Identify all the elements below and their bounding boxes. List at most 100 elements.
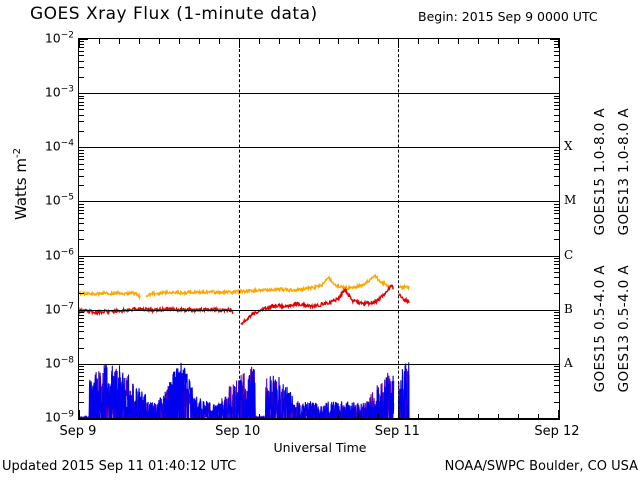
y-tick-label: 10−6 bbox=[44, 246, 74, 263]
y-axis-tick bbox=[550, 201, 559, 203]
y-axis-tick bbox=[554, 369, 559, 371]
y-axis-tick bbox=[79, 347, 84, 349]
trace-goes15-short bbox=[79, 362, 395, 418]
y-axis-tick bbox=[554, 263, 559, 265]
y-axis-tick bbox=[79, 267, 84, 269]
x-axis-tick bbox=[538, 39, 540, 44]
y-axis-tick bbox=[79, 201, 88, 203]
x-axis-tick bbox=[118, 414, 120, 419]
y-axis-tick bbox=[79, 321, 84, 323]
y-axis-tick bbox=[550, 39, 559, 40]
y-axis-tick bbox=[554, 372, 559, 374]
page-title: GOES Xray Flux (1-minute data) bbox=[30, 4, 318, 24]
y-axis-tick bbox=[79, 314, 84, 316]
trace-goes15-long bbox=[398, 293, 410, 305]
y-axis-tick bbox=[79, 109, 84, 111]
y-axis-tick bbox=[79, 98, 84, 100]
y-axis-tick bbox=[554, 277, 559, 279]
y-axis-tick bbox=[554, 312, 559, 314]
x-axis-tick bbox=[298, 39, 300, 44]
y-axis-tick bbox=[554, 203, 559, 205]
x-axis-tick bbox=[98, 39, 100, 44]
y-axis-tick-labels: 10−2 10−3 10−4 10−5 10−6 10−7 10−8 10−9 bbox=[0, 30, 74, 424]
y-axis-tick bbox=[79, 213, 84, 215]
y-axis-tick bbox=[79, 155, 84, 157]
x-axis-tick bbox=[79, 410, 80, 419]
y-axis-tick bbox=[79, 114, 84, 116]
y-axis-tick bbox=[79, 175, 84, 177]
horizontal-gridline bbox=[79, 255, 559, 257]
legend-goes15-short: GOES15 0.5-4.0 A bbox=[592, 265, 608, 393]
y-axis-tick bbox=[554, 347, 559, 349]
y-axis-tick bbox=[79, 93, 88, 95]
x-axis-tick bbox=[378, 414, 380, 419]
flare-class-labels: X M C B A bbox=[564, 38, 580, 420]
y-axis-tick bbox=[554, 338, 559, 340]
y-axis-tick bbox=[79, 263, 84, 265]
legend-goes13-long: GOES13 1.0-8.0 A bbox=[616, 108, 632, 236]
y-axis-tick bbox=[554, 314, 559, 316]
flare-class-B: B bbox=[564, 301, 573, 316]
y-axis-tick bbox=[79, 149, 84, 151]
y-tick-label: 10−8 bbox=[44, 355, 74, 371]
y-axis-tick bbox=[79, 258, 84, 260]
y-axis-tick bbox=[550, 363, 559, 365]
x-axis-tick bbox=[498, 414, 500, 419]
y-axis-tick bbox=[79, 41, 84, 43]
flare-class-M: M bbox=[564, 193, 577, 208]
y-axis-tick bbox=[79, 67, 84, 69]
x-axis-tick bbox=[178, 39, 180, 44]
plot-area bbox=[78, 38, 560, 420]
x-axis-tick bbox=[338, 39, 340, 44]
y-axis-tick bbox=[554, 185, 559, 187]
y-axis-tick bbox=[79, 312, 84, 314]
y-axis-tick bbox=[554, 159, 559, 161]
y-axis-tick bbox=[79, 283, 84, 285]
x-axis-tick bbox=[458, 39, 460, 44]
y-axis-tick bbox=[554, 401, 559, 403]
y-axis-tick bbox=[554, 267, 559, 269]
y-axis-tick bbox=[554, 293, 559, 295]
x-tick-label: Sep 9 bbox=[59, 424, 97, 439]
y-axis-tick bbox=[554, 60, 559, 62]
flare-class-A: A bbox=[564, 355, 573, 370]
x-axis-tick bbox=[558, 410, 559, 419]
x-axis-tick bbox=[79, 39, 80, 48]
y-axis-tick bbox=[554, 321, 559, 323]
trace-goes13-long bbox=[79, 289, 141, 301]
y-axis-tick bbox=[554, 51, 559, 52]
y-axis-tick bbox=[554, 260, 559, 262]
x-axis-tick bbox=[358, 39, 360, 44]
x-axis-tick bbox=[118, 39, 120, 44]
y-axis-tick bbox=[554, 213, 559, 215]
trace-goes13-long bbox=[145, 273, 395, 298]
legend-goes13-short: GOES13 0.5-4.0 A bbox=[616, 265, 632, 393]
y-axis-tick bbox=[79, 318, 84, 320]
x-axis-tick bbox=[458, 414, 460, 419]
x-axis-tick bbox=[378, 39, 380, 44]
y-axis-tick bbox=[554, 76, 559, 78]
y-axis-tick bbox=[554, 114, 559, 116]
x-axis-tick bbox=[198, 39, 200, 44]
x-axis-tick bbox=[358, 414, 360, 419]
x-axis-tick bbox=[478, 39, 480, 44]
x-axis-tick bbox=[558, 39, 559, 48]
x-axis-tick bbox=[398, 410, 400, 419]
y-axis-tick bbox=[79, 255, 88, 257]
y-axis-tick bbox=[554, 41, 559, 43]
y-axis-tick bbox=[79, 366, 84, 368]
x-axis-tick bbox=[278, 414, 280, 419]
y-tick-label: 10−9 bbox=[44, 409, 74, 425]
y-axis-tick bbox=[79, 385, 84, 387]
x-axis-tick bbox=[258, 414, 260, 419]
y-axis-tick bbox=[554, 163, 559, 165]
y-axis-tick bbox=[554, 385, 559, 387]
y-axis-tick bbox=[79, 331, 84, 333]
y-axis-tick bbox=[554, 98, 559, 100]
y-axis-tick bbox=[554, 44, 559, 46]
x-axis-tick bbox=[178, 414, 180, 419]
y-axis-tick bbox=[550, 93, 559, 95]
y-tick-label: 10−3 bbox=[44, 84, 74, 100]
y-axis-tick bbox=[554, 375, 559, 377]
y-axis-tick bbox=[79, 130, 84, 132]
